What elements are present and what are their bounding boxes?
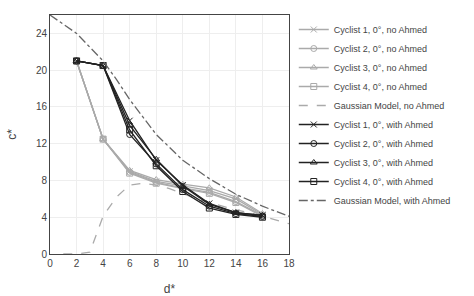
svg-text:14: 14 — [230, 258, 242, 269]
svg-text:4: 4 — [41, 212, 47, 223]
svg-text:16: 16 — [257, 258, 269, 269]
svg-text:Cyclist 4, 0°, with Ahmed: Cyclist 4, 0°, with Ahmed — [334, 177, 433, 187]
svg-text:16: 16 — [36, 101, 48, 112]
svg-text:Cyclist 2, 0°, no Ahmed: Cyclist 2, 0°, no Ahmed — [334, 44, 427, 54]
svg-text:10: 10 — [177, 258, 189, 269]
svg-text:Cyclist 3, 0°, no Ahmed: Cyclist 3, 0°, no Ahmed — [334, 63, 427, 73]
svg-text:2: 2 — [74, 258, 80, 269]
svg-text:d*: d* — [164, 282, 176, 296]
svg-text:24: 24 — [36, 28, 48, 39]
svg-text:Gaussian Model, with Ahmed: Gaussian Model, with Ahmed — [334, 196, 451, 206]
svg-text:Cyclist 1, 0°, no Ahmed: Cyclist 1, 0°, no Ahmed — [334, 25, 427, 35]
svg-text:4: 4 — [100, 258, 106, 269]
svg-text:8: 8 — [41, 175, 47, 186]
svg-text:Cyclist 2, 0°, with Ahmed: Cyclist 2, 0°, with Ahmed — [334, 139, 433, 149]
svg-text:0: 0 — [41, 249, 47, 260]
svg-text:18: 18 — [283, 258, 295, 269]
svg-text:c*: c* — [5, 129, 19, 140]
svg-text:6: 6 — [127, 258, 133, 269]
svg-text:12: 12 — [36, 138, 48, 149]
svg-text:8: 8 — [153, 258, 159, 269]
svg-text:Gaussian Model, no Ahmed: Gaussian Model, no Ahmed — [334, 101, 445, 111]
svg-text:Cyclist 4, 0°, no Ahmed: Cyclist 4, 0°, no Ahmed — [334, 82, 427, 92]
svg-text:20: 20 — [36, 65, 48, 76]
svg-text:Cyclist 3, 0°, with Ahmed: Cyclist 3, 0°, with Ahmed — [334, 158, 433, 168]
svg-text:12: 12 — [204, 258, 216, 269]
svg-text:Cyclist 1, 0°, with Ahmed: Cyclist 1, 0°, with Ahmed — [334, 120, 433, 130]
svg-text:0: 0 — [47, 258, 53, 269]
